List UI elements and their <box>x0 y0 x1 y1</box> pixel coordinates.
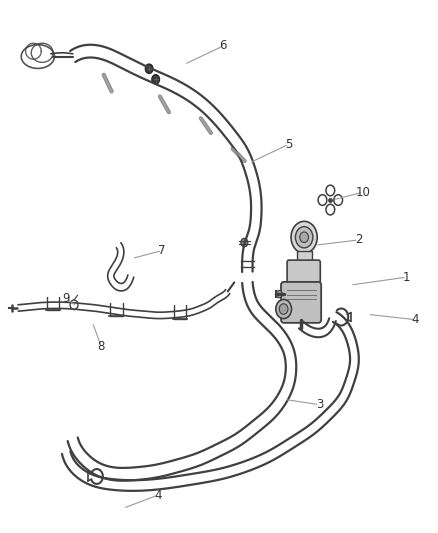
Text: 3: 3 <box>316 398 323 411</box>
FancyBboxPatch shape <box>287 260 320 288</box>
Circle shape <box>279 304 288 314</box>
Circle shape <box>152 75 159 84</box>
Text: 1: 1 <box>403 271 410 284</box>
Text: 2: 2 <box>355 233 363 246</box>
Text: 6: 6 <box>219 39 227 52</box>
Text: 5: 5 <box>285 138 293 151</box>
Text: 8: 8 <box>97 340 105 353</box>
Text: 10: 10 <box>356 185 371 199</box>
Circle shape <box>276 300 291 319</box>
Circle shape <box>241 238 248 247</box>
FancyBboxPatch shape <box>297 251 311 264</box>
Text: 9: 9 <box>63 292 70 305</box>
Circle shape <box>145 64 153 74</box>
Text: 4: 4 <box>412 313 419 326</box>
Circle shape <box>276 290 283 298</box>
Circle shape <box>300 232 308 243</box>
Text: 7: 7 <box>159 244 166 257</box>
Text: 4: 4 <box>154 489 162 502</box>
Circle shape <box>291 221 317 253</box>
Circle shape <box>295 227 313 248</box>
FancyBboxPatch shape <box>281 282 321 323</box>
